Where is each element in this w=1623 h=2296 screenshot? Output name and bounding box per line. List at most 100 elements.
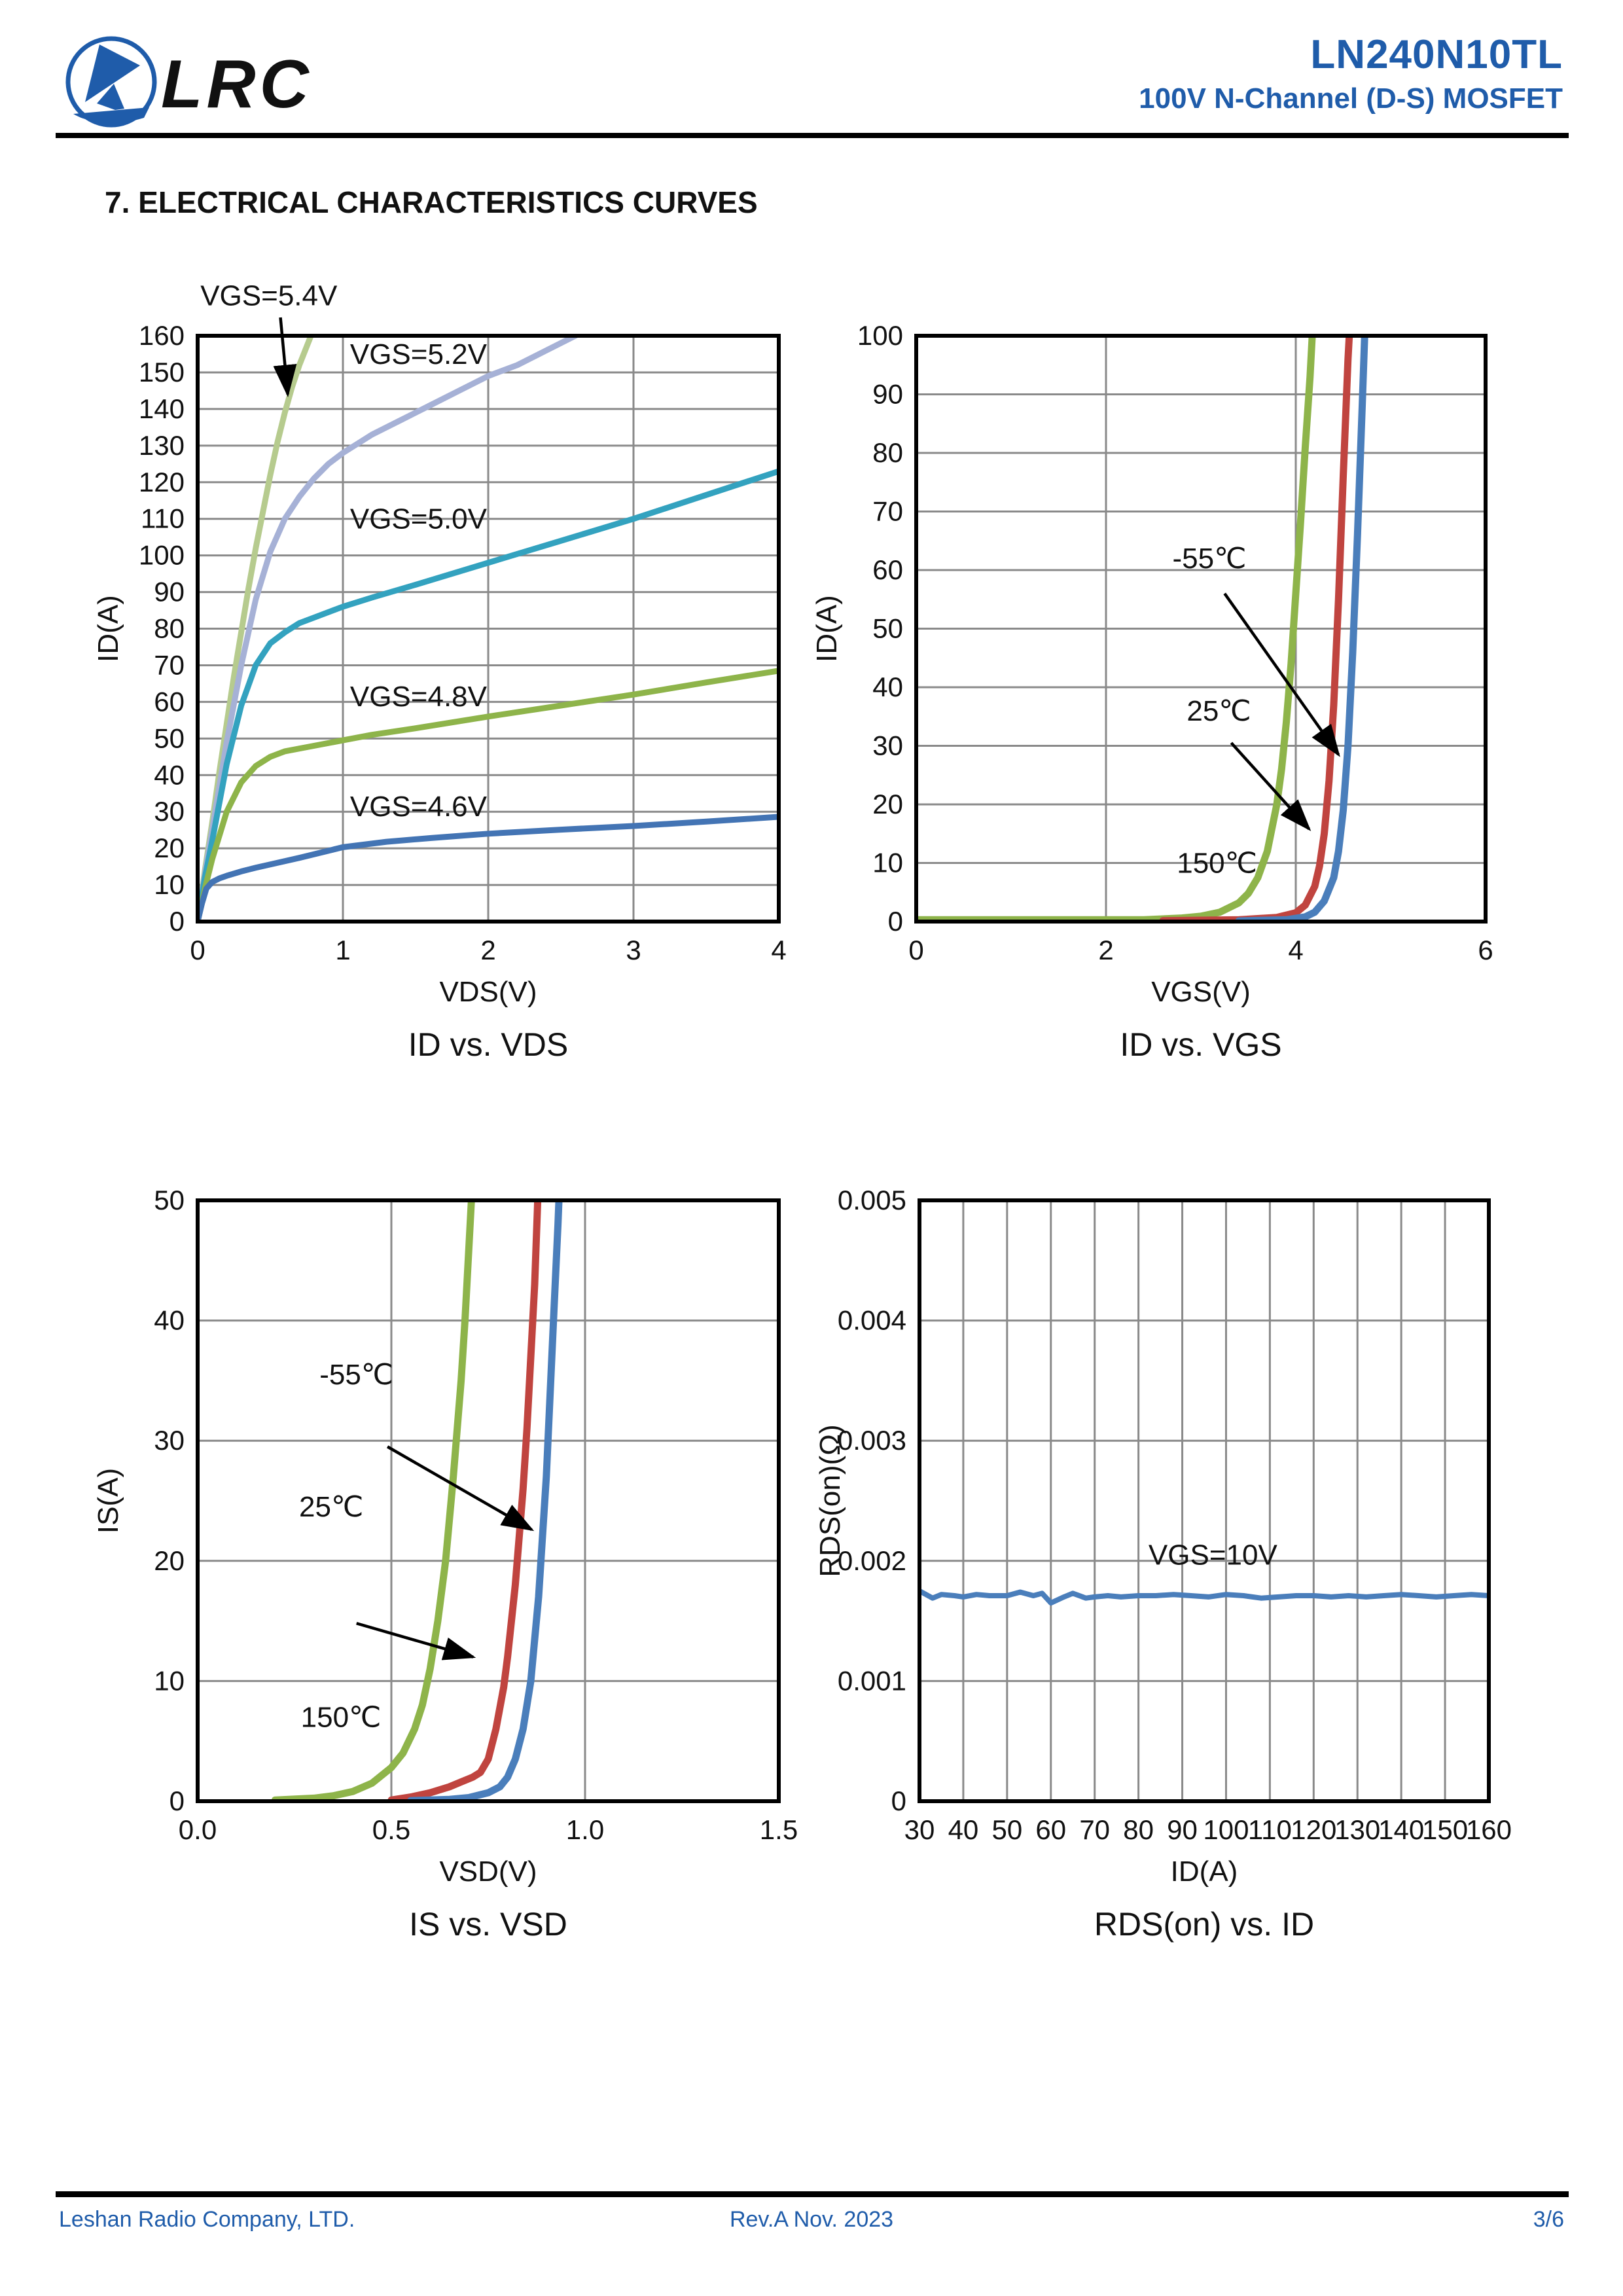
svg-text:80: 80: [154, 613, 185, 644]
svg-text:110: 110: [141, 503, 185, 534]
svg-text:0.0: 0.0: [179, 1814, 217, 1845]
svg-text:ID(A): ID(A): [811, 595, 843, 662]
svg-text:60: 60: [872, 554, 903, 585]
chart-id-vs-vgs: 0 10 20 30 40 50 60 70 80 90 100 0 2 4 6 VGS(V) ID(A) ID …: [805, 262, 1525, 1073]
svg-text:2: 2: [480, 935, 495, 965]
svg-text:0.001: 0.001: [838, 1665, 906, 1696]
svg-text:4: 4: [1288, 935, 1303, 965]
svg-text:ID(A): ID(A): [1171, 1856, 1238, 1888]
svg-text:30: 30: [154, 796, 185, 827]
svg-text:70: 70: [1079, 1814, 1110, 1845]
svg-text:10: 10: [154, 1665, 185, 1696]
svg-text:60: 60: [1035, 1814, 1066, 1845]
chart-is-vs-vsd: 0 10 20 30 40 50 0.0 0.5 1.0 1.5 VSD(V) IS(A) IS vs.…: [92, 1126, 798, 1964]
svg-text:VSD(V): VSD(V): [439, 1856, 537, 1888]
svg-text:80: 80: [872, 437, 903, 468]
logo-hull-icon: [73, 107, 149, 123]
svg-text:50: 50: [991, 1814, 1022, 1845]
svg-text:0.004: 0.004: [838, 1305, 906, 1336]
logo-circle-icon: [65, 36, 157, 128]
svg-text:IS vs. VSD: IS vs. VSD: [409, 1906, 567, 1943]
section-title: 7. ELECTRICAL CHARACTERISTICS CURVES: [105, 185, 758, 219]
svg-text:ID(A): ID(A): [92, 595, 124, 662]
svg-text:140: 140: [139, 393, 185, 424]
svg-text:0: 0: [169, 906, 185, 937]
chart-rdson-vs-id: 0 0.001 0.002 0.003 0.004 0.005 30 40 50 60 70 80 90…: [792, 1126, 1525, 1964]
svg-text:90: 90: [154, 577, 185, 607]
svg-text:70: 70: [154, 649, 185, 680]
svg-text:20: 20: [154, 833, 185, 863]
svg-text:20: 20: [872, 789, 903, 819]
logo-mast-icon: [97, 84, 124, 110]
svg-text:2: 2: [1098, 935, 1113, 965]
svg-text:120: 120: [139, 467, 185, 497]
svg-text:40: 40: [154, 1305, 185, 1336]
svg-text:ID vs. VGS: ID vs. VGS: [1120, 1026, 1281, 1063]
svg-text:150℃: 150℃: [1177, 848, 1257, 880]
svg-text:VGS(V): VGS(V): [1151, 976, 1251, 1008]
svg-text:0.003: 0.003: [838, 1425, 906, 1456]
svg-text:80: 80: [1123, 1814, 1154, 1845]
svg-text:50: 50: [872, 613, 903, 644]
footer-rule: [56, 2191, 1569, 2197]
svg-text:VDS(V): VDS(V): [439, 976, 537, 1008]
footer-page-number: 3/6: [1533, 2207, 1564, 2232]
svg-text:130: 130: [1334, 1814, 1380, 1845]
svg-text:50: 50: [154, 723, 185, 753]
footer-company: Leshan Radio Company, LTD.: [59, 2207, 355, 2232]
svg-text:50: 50: [154, 1185, 185, 1215]
svg-text:IS(A): IS(A): [92, 1468, 124, 1534]
svg-text:VGS=5.0V: VGS=5.0V: [350, 503, 488, 535]
svg-text:150: 150: [1422, 1814, 1468, 1845]
svg-text:150: 150: [139, 357, 185, 387]
lrc-logo: LRC: [59, 26, 373, 131]
svg-text:RDS(on) vs. ID: RDS(on) vs. ID: [1094, 1906, 1314, 1943]
logo-text: LRC: [161, 46, 313, 122]
svg-text:0: 0: [169, 1785, 185, 1816]
lrc-logo-graphic: LRC: [65, 36, 313, 128]
svg-text:VGS=5.4V: VGS=5.4V: [200, 279, 338, 312]
svg-text:4: 4: [771, 935, 786, 965]
svg-text:20: 20: [154, 1545, 185, 1576]
svg-text:-55℃: -55℃: [1173, 543, 1247, 575]
svg-text:90: 90: [872, 379, 903, 410]
svg-text:70: 70: [872, 496, 903, 527]
svg-text:100: 100: [139, 540, 185, 571]
svg-text:ID vs. VDS: ID vs. VDS: [408, 1026, 568, 1063]
svg-text:40: 40: [154, 759, 185, 790]
svg-text:0: 0: [908, 935, 923, 965]
svg-text:130: 130: [139, 430, 185, 461]
svg-text:160: 160: [1466, 1814, 1512, 1845]
svg-text:150℃: 150℃: [301, 1701, 382, 1733]
svg-text:25℃: 25℃: [299, 1491, 363, 1523]
svg-text:110: 110: [1248, 1814, 1292, 1845]
svg-text:1: 1: [335, 935, 350, 965]
svg-text:100: 100: [1203, 1814, 1249, 1845]
svg-text:0: 0: [891, 1785, 906, 1816]
svg-text:0: 0: [190, 935, 205, 965]
svg-text:120: 120: [1291, 1814, 1336, 1845]
svg-text:1.0: 1.0: [566, 1814, 604, 1845]
svg-text:25℃: 25℃: [1186, 695, 1251, 727]
svg-text:VGS=5.2V: VGS=5.2V: [350, 338, 488, 370]
part-subtitle: 100V N-Channel (D-S) MOSFET: [1139, 82, 1563, 115]
svg-text:30: 30: [154, 1425, 185, 1456]
svg-text:0.5: 0.5: [372, 1814, 410, 1845]
svg-text:0.005: 0.005: [838, 1185, 906, 1215]
svg-text:VGS=10V: VGS=10V: [1149, 1539, 1278, 1571]
chart-id-vs-vds: 0 10 20 30 40 50 60 70 80 90 100 110 120 130 140 150 160…: [92, 262, 798, 1073]
logo-pennant-icon: [85, 45, 140, 102]
svg-text:0.002: 0.002: [838, 1545, 906, 1576]
svg-text:40: 40: [872, 672, 903, 702]
svg-text:6: 6: [1478, 935, 1493, 965]
svg-text:0: 0: [888, 906, 903, 937]
svg-text:3: 3: [626, 935, 641, 965]
svg-text:30: 30: [904, 1814, 935, 1845]
footer-revision: Rev.A Nov. 2023: [729, 2207, 894, 2232]
svg-text:40: 40: [948, 1814, 979, 1845]
part-number: LN240N10TL: [1310, 32, 1563, 77]
svg-text:60: 60: [154, 686, 185, 717]
svg-text:90: 90: [1167, 1814, 1198, 1845]
svg-text:1.5: 1.5: [760, 1814, 798, 1845]
